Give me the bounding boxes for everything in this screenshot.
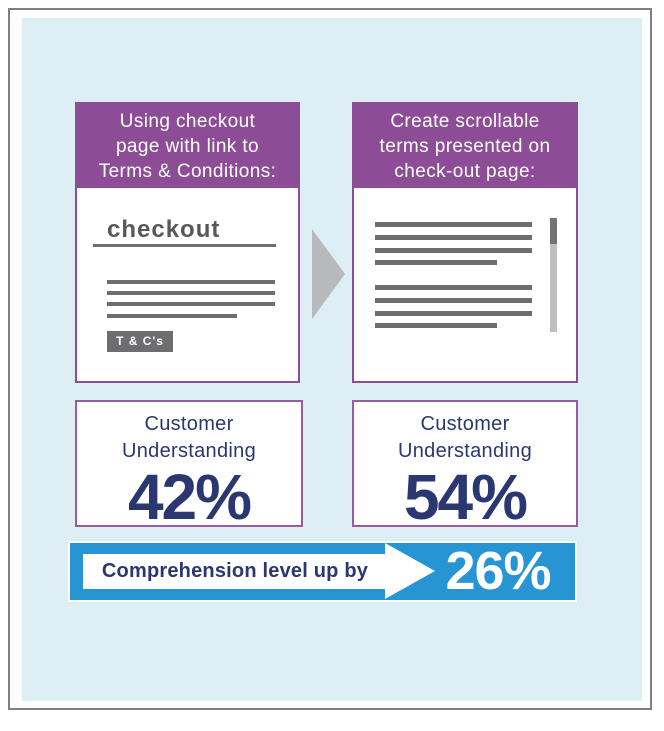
banner-label: Comprehension level up by xyxy=(101,560,369,582)
checkout-link-card-title: Using checkout page with link to Terms &… xyxy=(77,104,298,188)
text-line xyxy=(107,291,275,295)
text-line xyxy=(107,302,275,306)
scrollbar-track xyxy=(550,218,557,332)
title-line: Create scrollable xyxy=(390,110,540,132)
stat-label-line: Understanding xyxy=(398,440,532,462)
checkout-page-mockup: checkout T & C's xyxy=(77,188,298,381)
title-line: Terms & Conditions: xyxy=(98,160,277,182)
text-line xyxy=(375,235,532,240)
stat-value: 54% xyxy=(403,461,528,533)
banner-value: 26% xyxy=(445,541,551,601)
left-stat-card: Customer Understanding 42% xyxy=(75,400,303,533)
comprehension-banner: Comprehension level up by 26% xyxy=(68,541,577,602)
stat-label-line: Understanding xyxy=(122,440,256,462)
text-line xyxy=(107,280,275,284)
title-line: check-out page: xyxy=(394,160,536,182)
text-line xyxy=(375,260,497,265)
terms-conditions-button[interactable]: T & C's xyxy=(107,331,173,352)
banner-label-band: Comprehension level up by xyxy=(83,554,387,589)
stat-label: Customer Understanding xyxy=(354,411,576,465)
text-line xyxy=(375,222,532,227)
flow-arrow-icon xyxy=(312,229,345,319)
title-line: page with link to xyxy=(115,135,260,157)
title-line: Using checkout xyxy=(119,110,256,132)
text-line xyxy=(375,285,532,290)
text-line xyxy=(375,248,532,253)
heading-underline xyxy=(93,244,276,247)
title-line: terms presented on xyxy=(379,135,551,157)
text-line xyxy=(375,311,532,316)
checkout-link-card: Using checkout page with link to Terms &… xyxy=(75,102,300,383)
stat-label-line: Customer xyxy=(144,413,234,435)
checkout-heading: checkout xyxy=(107,216,221,243)
text-line xyxy=(375,323,497,328)
stat-value: 42% xyxy=(127,461,252,533)
scrollable-terms-mockup xyxy=(354,188,576,381)
right-stat-card: Customer Understanding 54% xyxy=(352,400,578,533)
text-line xyxy=(107,314,237,318)
banner-arrow-icon xyxy=(385,543,435,599)
stat-label-line: Customer xyxy=(420,413,510,435)
scrollbar-thumb[interactable] xyxy=(550,218,557,244)
scrollable-terms-card: Create scrollable terms presented on che… xyxy=(352,102,578,383)
text-line xyxy=(375,298,532,303)
stat-label: Customer Understanding xyxy=(77,411,301,465)
scrollable-terms-card-title: Create scrollable terms presented on che… xyxy=(354,104,576,188)
